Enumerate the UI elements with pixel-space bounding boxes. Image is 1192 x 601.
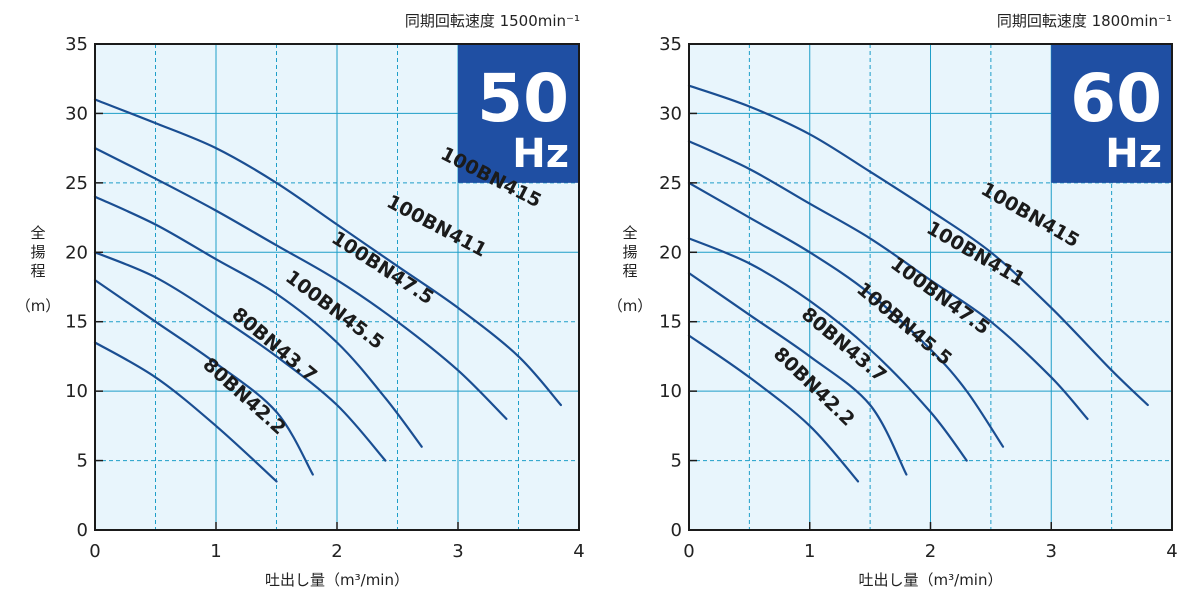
- y-tick-label: 5: [671, 451, 682, 472]
- curve-100bn45-5: [687, 237, 968, 462]
- y-axis-unit: （m）: [16, 297, 61, 315]
- y-axis-label-char: 揚: [30, 243, 45, 261]
- x-tick-label: 1: [210, 541, 221, 562]
- y-tick-label: 30: [65, 103, 88, 124]
- x-tick-label: 0: [89, 541, 100, 562]
- y-tick-label: 20: [65, 242, 88, 263]
- y-tick-label: 0: [77, 520, 88, 541]
- curve-100bn411: [687, 140, 1089, 420]
- x-tick-label: 4: [1166, 541, 1177, 562]
- y-tick-label: 5: [77, 451, 88, 472]
- curve-100bn415: [687, 84, 1149, 407]
- curve-100bn47-5: [93, 195, 423, 448]
- y-tick-label: 35: [659, 34, 682, 55]
- frequency-badge: [1051, 44, 1172, 183]
- y-tick-label: 0: [671, 520, 682, 541]
- frequency-unit: Hz: [1105, 131, 1162, 177]
- y-tick-label: 25: [65, 173, 88, 194]
- y-axis-label-char: 全: [622, 224, 637, 242]
- y-axis-label-char: 程: [622, 262, 637, 280]
- y-tick-label: 20: [659, 242, 682, 263]
- frequency-unit: Hz: [512, 131, 569, 177]
- y-tick-label: 15: [65, 312, 88, 333]
- y-axis-label-char: 程: [30, 262, 45, 280]
- x-tick-label: 2: [925, 541, 936, 562]
- x-tick-label: 4: [573, 541, 584, 562]
- rotation-speed-label: 同期回転速度 1500min⁻¹: [405, 12, 580, 30]
- curve-80bn43-7: [687, 272, 908, 476]
- x-tick-label: 2: [331, 541, 342, 562]
- x-axis-label: 吐出し量（m³/min）: [859, 571, 1003, 589]
- rotation-speed-label: 同期回転速度 1800min⁻¹: [997, 12, 1172, 30]
- chart-60hz: 60Hz100BN415100BN411100BN47.5100BN45.580…: [608, 12, 1178, 589]
- y-tick-label: 35: [65, 34, 88, 55]
- frequency-number: 60: [1070, 60, 1162, 137]
- x-axis-label: 吐出し量（m³/min）: [265, 571, 409, 589]
- frequency-badge: [458, 44, 579, 183]
- y-tick-label: 10: [659, 381, 682, 402]
- curve-100bn47-5: [687, 181, 1005, 448]
- x-tick-label: 3: [452, 541, 463, 562]
- y-axis-label-char: 揚: [622, 243, 637, 261]
- y-tick-label: 25: [659, 173, 682, 194]
- curve-80bn42-2: [93, 341, 278, 483]
- curve-100bn45-5: [93, 251, 387, 462]
- y-tick-label: 15: [659, 312, 682, 333]
- x-tick-label: 0: [683, 541, 694, 562]
- curve-80bn42-2: [687, 334, 860, 483]
- y-tick-label: 30: [659, 103, 682, 124]
- x-tick-label: 3: [1046, 541, 1057, 562]
- y-axis-unit: （m）: [608, 297, 653, 315]
- x-tick-label: 1: [804, 541, 815, 562]
- curve-100bn411: [93, 147, 508, 420]
- y-tick-label: 10: [65, 381, 88, 402]
- frequency-number: 50: [477, 60, 569, 137]
- chart-50hz: 50Hz100BN415100BN411100BN47.5100BN45.580…: [16, 12, 585, 589]
- curve-80bn43-7: [93, 279, 314, 476]
- y-axis-label-char: 全: [30, 224, 45, 242]
- curve-100bn415: [93, 98, 562, 407]
